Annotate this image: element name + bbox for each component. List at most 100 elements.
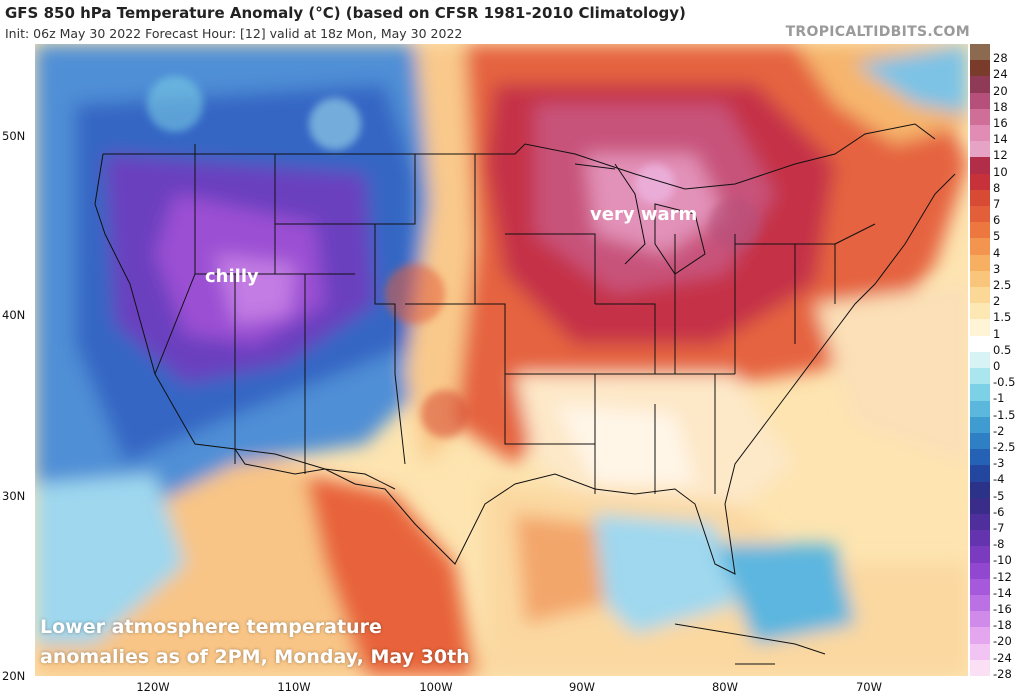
colorbar-label: -4 [993, 472, 1005, 487]
colorbar-label: -2 [993, 423, 1005, 438]
colorbar-label: -20 [993, 634, 1012, 649]
colorbar-label: -10 [993, 553, 1012, 568]
very-warm-label: very warm [590, 204, 698, 225]
colorbar-label: 20 [993, 83, 1008, 98]
header: GFS 850 hPa Temperature Anomaly (°C) (ba… [0, 0, 1024, 44]
colorbar-swatch [970, 44, 990, 61]
colorbar-label: -28 [993, 666, 1012, 681]
colorbar-label: 4 [993, 245, 1001, 260]
colorbar-swatch [970, 92, 990, 110]
colorbar-label: -16 [993, 602, 1012, 617]
colorbar-swatch [970, 141, 990, 158]
colorbar-label: 14 [993, 132, 1008, 147]
colorbar-swatch [970, 157, 990, 175]
colorbar-label: 1 [993, 326, 1001, 341]
colorbar-swatch [970, 173, 990, 191]
colorbar-label: 18 [993, 99, 1008, 114]
caption: Lower atmosphere temperature anomalies a… [40, 612, 470, 672]
colorbar-label: -18 [993, 618, 1012, 633]
colorbar-swatch [970, 108, 990, 126]
longitude-axis: 120W 110W 100W 90W 80W 70W [35, 676, 968, 696]
colorbar-swatch [970, 432, 990, 450]
anomaly-map [35, 44, 968, 676]
lon-label: 120W [136, 680, 170, 694]
caption-line-1: Lower atmosphere temperature [40, 616, 382, 638]
lat-label: 20N [2, 669, 26, 683]
colorbar-swatch [970, 513, 990, 531]
us-coastline [94, 153, 956, 575]
colorbar-swatch [970, 238, 990, 256]
us-mexico-border [234, 448, 396, 490]
colorbar-label: 2.5 [993, 277, 1012, 292]
colorbar-swatch [970, 481, 990, 499]
colorbar-swatch [970, 562, 990, 580]
colorbar-label: -3 [993, 456, 1005, 471]
colorbar-swatch [970, 530, 990, 547]
lon-label: 70W [855, 680, 883, 694]
colorbar-label: 16 [993, 115, 1008, 130]
colorbar-swatch [970, 303, 990, 320]
anomaly-detail [147, 76, 761, 438]
colorbar-label: -24 [993, 650, 1012, 665]
colorbar-swatch [970, 335, 990, 353]
colorbar-swatch [970, 351, 990, 369]
colorbar-label: 1.5 [993, 310, 1012, 325]
colorbar-swatch [970, 594, 990, 612]
colorbar-swatch [970, 125, 990, 142]
colorbar-label: -5 [993, 488, 1005, 503]
colorbar-swatch [970, 400, 990, 418]
lat-label: 50N [2, 129, 26, 143]
colorbar-swatch [970, 254, 990, 272]
colorbar-swatch [970, 319, 990, 337]
colorbar-label: 3 [993, 261, 1001, 276]
lon-label: 90W [568, 680, 596, 694]
colorbar-label: -14 [993, 585, 1012, 600]
state-borders [154, 144, 876, 494]
colorbar-swatch [970, 368, 990, 385]
colorbar-swatch [970, 611, 990, 628]
colorbar-label: 6 [993, 213, 1001, 228]
colorbar-swatch [970, 384, 990, 401]
colorbar-swatch [970, 643, 990, 661]
map-subtitle: Init: 06z May 30 2022 Forecast Hour: [12… [5, 26, 463, 41]
us-canada-border [103, 123, 936, 190]
colorbar-label: 12 [993, 148, 1008, 163]
colorbar-swatch [970, 627, 990, 645]
latitude-axis: 50N 40N 30N 20N [0, 44, 35, 683]
anomaly-field [35, 44, 968, 676]
colorbar-label: -6 [993, 504, 1005, 519]
chilly-label: chilly [205, 266, 259, 287]
colorbar-label: -12 [993, 569, 1012, 584]
colorbar-swatch [970, 497, 990, 515]
colorbar-swatch [970, 270, 990, 288]
colorbar-swatch [970, 206, 990, 223]
colorbar-label: -7 [993, 521, 1005, 536]
colorbar-swatch [970, 287, 990, 304]
colorbar-label: 0.5 [993, 342, 1012, 357]
colorbar-label: 28 [993, 51, 1008, 66]
colorbar-swatch [970, 222, 990, 239]
colorbar-swatch [970, 578, 990, 596]
lon-label: 80W [711, 680, 739, 694]
colorbar-swatch [970, 416, 990, 434]
colorbar-label: -8 [993, 537, 1005, 552]
colorbar-label: 10 [993, 164, 1008, 179]
colorbar-label: 24 [993, 67, 1008, 82]
lat-label: 30N [2, 489, 26, 503]
colorbar-label: 2 [993, 294, 1001, 309]
colorbar-swatch [970, 449, 990, 466]
colorbar-label: -0.5 [993, 375, 1016, 390]
colorbar-swatch [970, 465, 990, 483]
colorbar-swatch [970, 189, 990, 207]
colorbar-label: -1 [993, 391, 1005, 406]
caption-line-2: anomalies as of 2PM, Monday, May 30th [40, 646, 470, 668]
colorbar-label: -2.5 [993, 440, 1016, 455]
colorbar-swatch [970, 546, 990, 564]
lon-label: 110W [277, 680, 311, 694]
borders [94, 123, 956, 665]
caribbean-islands [674, 623, 826, 665]
lat-label: 40N [2, 308, 26, 322]
lon-label: 100W [419, 680, 453, 694]
colorbar: 28 24 20 18 16 14 12 10 8 7 6 5 4 3 2.5 2 1.5 1 0.5 0 -0.5 -1… [970, 44, 1024, 681]
colorbar-label: -1.5 [993, 407, 1016, 422]
